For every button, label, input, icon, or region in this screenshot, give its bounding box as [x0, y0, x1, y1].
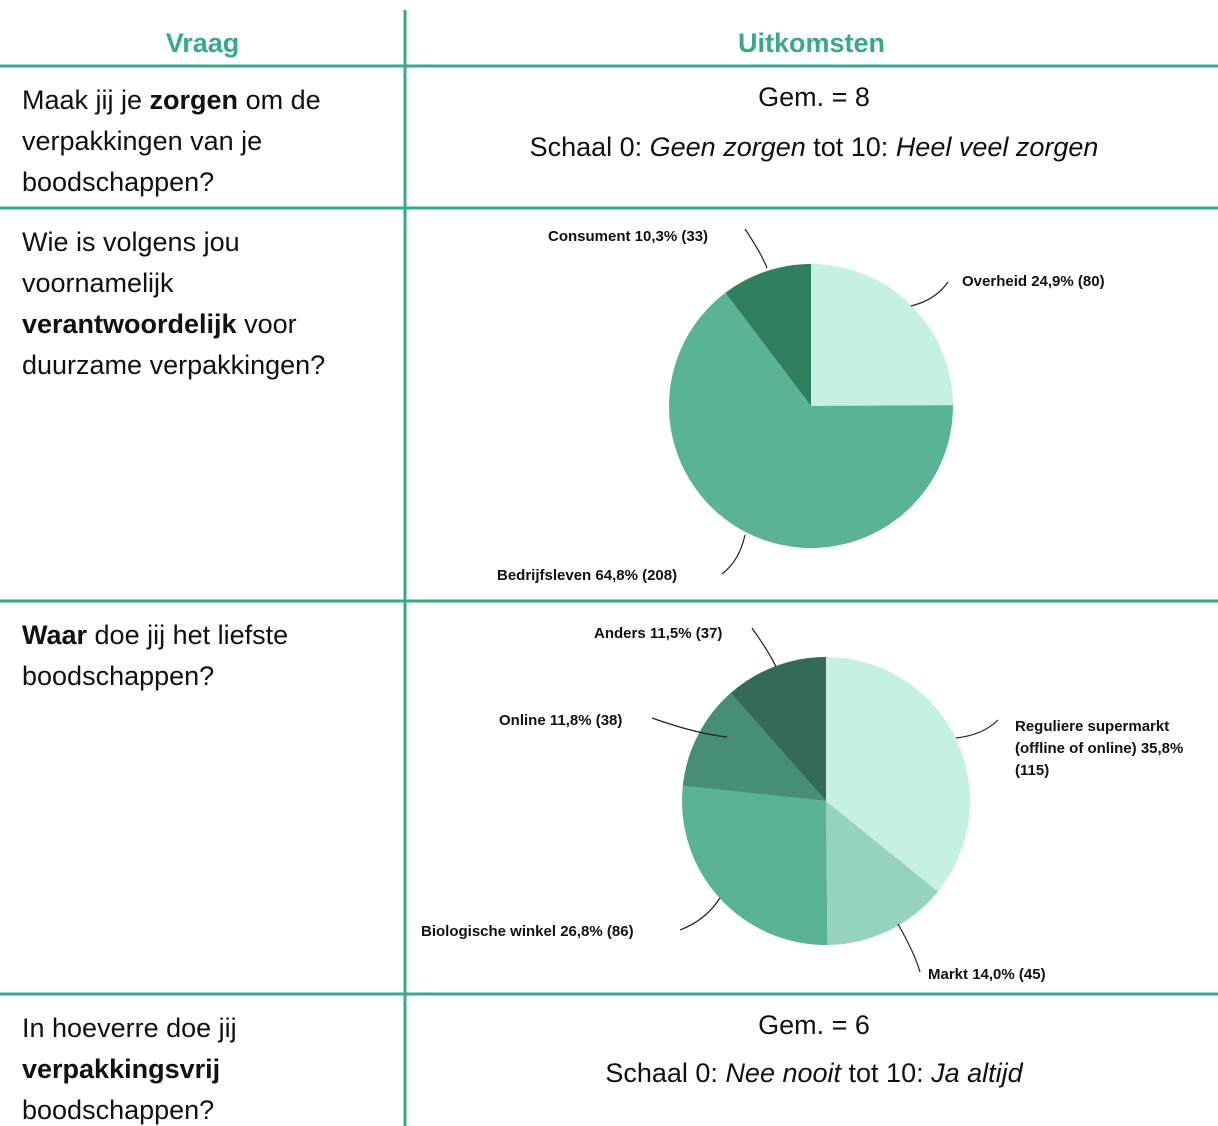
slice-value: 11,5% (37) [649, 625, 723, 642]
header-results: Uitkomsten [737, 28, 886, 58]
text-segment: Waar [22, 620, 88, 650]
text-segment: Wie is volgens jou voornamelijk [22, 227, 240, 298]
leader-line [679, 897, 721, 931]
pie-slice [668, 292, 953, 549]
text-segment: doe jij het liefste boodschappen? [22, 620, 289, 691]
text-segment: tot 10: [805, 132, 896, 162]
scale: Schaal 0: Geen zorgen tot 10: Heel veel … [410, 132, 1218, 163]
question: In hoeverre doe jij verpakkingsvrij bood… [22, 1008, 394, 1126]
question: Wie is volgens jou voornamelijk verantwo… [22, 222, 394, 386]
slice-value: 10,3% (33) [634, 228, 709, 245]
mean: Gem. = 6 [758, 1010, 870, 1040]
slice-value: 14,0% (45) [972, 966, 1046, 983]
leader-line [751, 627, 777, 668]
leader-line [897, 923, 921, 973]
pie-slice [682, 693, 826, 801]
text-segment: Heel veel zorgen [895, 132, 1099, 162]
scale: Schaal 0: Nee nooit tot 10: Ja altijd [410, 1058, 1218, 1089]
pie-slice [682, 785, 828, 945]
slice-label: Online 11,8% (38) [499, 710, 622, 732]
slice-category: Overheid [962, 273, 1028, 290]
slice-label: Anders 11,5% (37) [594, 623, 722, 645]
pie-slice [826, 657, 970, 892]
leader-line [910, 281, 949, 307]
text-segment: voor duurzame verpakkingen? [22, 309, 326, 380]
text-segment: Maak jij je [22, 85, 150, 115]
slice-value: 11,8% (38) [549, 712, 623, 729]
slice-category: Biologische winkel [421, 923, 557, 940]
leader-line [744, 228, 768, 269]
slice-label: Reguliere supermarkt (offline of online)… [1015, 716, 1215, 782]
text-segment: Schaal 0: [605, 1058, 726, 1088]
text-segment: verantwoordelijk [22, 309, 237, 339]
slice-category: Reguliere supermarkt (offline of online) [1015, 718, 1170, 757]
slice-label: Markt 14,0% (45) [928, 964, 1046, 986]
text-segment: In hoeverre doe jij [22, 1013, 237, 1043]
text-segment: verpakkingsvrij [22, 1054, 221, 1084]
slice-label: Bedrijfsleven 64,8% (208) [497, 565, 677, 587]
header-question: Vraag [165, 28, 240, 58]
pie-slice [826, 801, 938, 945]
leader-line [721, 534, 746, 575]
text-segment: Geen zorgen [649, 132, 806, 162]
slice-value: 24,9% (80) [1031, 273, 1105, 290]
slice-category: Anders [594, 625, 646, 642]
text-segment: zorgen [149, 85, 239, 115]
slice-label: Consument 10,3% (33) [548, 226, 708, 248]
slice-value: 35,8% (115) [1015, 740, 1184, 779]
slice-category: Online [499, 712, 546, 729]
slice-category: Markt [928, 966, 969, 983]
leader-line [651, 717, 728, 738]
slice-value: 64,8% (208) [595, 567, 678, 584]
question: Waar doe jij het liefste boodschappen? [22, 615, 394, 697]
pie-slice [730, 657, 826, 801]
slice-category: Bedrijfsleven [497, 567, 592, 584]
text-segment: boodschappen? [22, 1095, 215, 1125]
slice-label: Biologische winkel 26,8% (86) [421, 921, 634, 943]
text-segment: Schaal 0: [529, 132, 650, 162]
slice-label: Overheid 24,9% (80) [962, 271, 1105, 293]
slice-category: Consument [548, 228, 631, 245]
question: Maak jij je zorgen om de verpakkingen va… [22, 80, 394, 203]
pie-slice [725, 264, 811, 406]
text-segment: om de verpakkingen van je boodschappen? [22, 85, 321, 197]
mean: Gem. = 8 [758, 82, 870, 112]
text-segment: Ja altijd [931, 1058, 1023, 1088]
slice-value: 26,8% (86) [560, 923, 634, 940]
text-segment: tot 10: [841, 1058, 932, 1088]
text-segment: Nee nooit [725, 1058, 842, 1088]
leader-line [955, 719, 999, 739]
pie-slice [811, 264, 953, 406]
